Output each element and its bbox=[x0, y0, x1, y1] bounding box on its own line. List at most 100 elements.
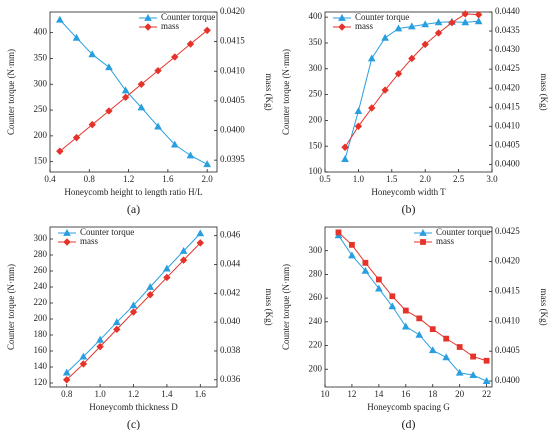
marker bbox=[448, 18, 456, 27]
y-tick-label: 150 bbox=[309, 140, 323, 150]
x-tick-label: 0.8 bbox=[61, 389, 73, 399]
panel-label: (c) bbox=[127, 417, 140, 430]
marker bbox=[429, 326, 436, 332]
y-axis-label: Counter torque (N·mm) bbox=[281, 264, 291, 350]
y2-tick-label: 0.0420 bbox=[495, 256, 520, 266]
x-tick-label: 1.4 bbox=[161, 389, 173, 399]
marker bbox=[362, 259, 369, 266]
marker bbox=[461, 10, 469, 18]
x-tick-label: 0.5 bbox=[319, 174, 331, 184]
x-tick-label: 3.0 bbox=[486, 174, 498, 184]
marker bbox=[163, 264, 171, 272]
x-tick-label: 0.4 bbox=[44, 174, 56, 184]
y2-tick-label: 0.0435 bbox=[495, 25, 520, 35]
marker bbox=[389, 293, 396, 300]
x-tick-label: 14 bbox=[374, 389, 384, 399]
y2-tick-label: 0.0405 bbox=[220, 95, 245, 105]
y-tick-label: 250 bbox=[309, 89, 323, 99]
x-axis-label: Honeycomb thickness D bbox=[89, 402, 178, 412]
marker bbox=[341, 143, 349, 151]
marker bbox=[402, 307, 409, 314]
x-tick-label: 0.8 bbox=[84, 174, 96, 184]
marker bbox=[474, 10, 483, 19]
legend-label: Counter torque bbox=[80, 227, 134, 237]
y-tick-label: 300 bbox=[309, 245, 323, 255]
marker bbox=[63, 238, 71, 246]
y2-axis-label: mass (Kg) bbox=[539, 288, 549, 325]
marker bbox=[361, 266, 370, 274]
y2-axis-label: mass (Kg) bbox=[264, 288, 274, 325]
marker bbox=[375, 276, 382, 283]
x-tick-label: 10 bbox=[321, 389, 331, 399]
y2-tick-label: 0.0425 bbox=[495, 63, 520, 73]
legend-label: mass bbox=[161, 21, 179, 31]
y2-tick-label: 0.0410 bbox=[220, 65, 245, 75]
legend-label: Counter torque bbox=[436, 227, 490, 237]
y-tick-label: 260 bbox=[34, 265, 48, 275]
y-tick-label: 140 bbox=[34, 361, 48, 371]
marker bbox=[474, 17, 483, 25]
marker bbox=[203, 160, 212, 168]
x-tick-label: 2.0 bbox=[202, 174, 214, 184]
marker bbox=[79, 352, 88, 360]
marker bbox=[63, 228, 71, 236]
y2-tick-label: 0.0415 bbox=[495, 286, 520, 296]
panel-label: (b) bbox=[402, 202, 416, 216]
marker bbox=[349, 242, 355, 248]
x-tick-label: 18 bbox=[428, 389, 438, 399]
marker bbox=[144, 23, 152, 31]
marker bbox=[388, 302, 397, 310]
y2-tick-label: 0.0410 bbox=[495, 120, 520, 130]
y2-tick-label: 0.0400 bbox=[220, 125, 245, 135]
y2-tick-label: 0.0430 bbox=[495, 44, 520, 54]
marker bbox=[354, 122, 363, 130]
x-axis-label: Honeycomb height to length ratio H/L bbox=[64, 187, 202, 197]
y-tick-label: 240 bbox=[309, 316, 323, 326]
marker bbox=[196, 229, 205, 237]
marker bbox=[203, 26, 211, 35]
x-tick-label: 1.5 bbox=[386, 174, 398, 184]
marker bbox=[72, 33, 81, 41]
legend-label: mass bbox=[436, 236, 454, 246]
marker bbox=[179, 256, 188, 264]
plot-frame bbox=[324, 226, 493, 388]
y2-tick-label: 0.0415 bbox=[495, 101, 520, 111]
x-tick-label: 2.0 bbox=[420, 174, 432, 184]
y-tick-label: 200 bbox=[34, 313, 48, 323]
x-tick-label: 1.0 bbox=[94, 389, 106, 399]
y2-tick-label: 0.040 bbox=[220, 316, 241, 326]
y-tick-label: 250 bbox=[34, 104, 48, 114]
y2-tick-label: 0.0395 bbox=[220, 154, 245, 164]
marker bbox=[470, 353, 477, 360]
marker bbox=[88, 50, 97, 58]
marker bbox=[154, 122, 162, 130]
marker bbox=[482, 377, 491, 384]
marker bbox=[186, 151, 195, 159]
y-tick-label: 400 bbox=[309, 11, 323, 21]
marker bbox=[348, 251, 356, 259]
marker bbox=[483, 357, 490, 364]
y2-tick-label: 0.0425 bbox=[495, 226, 520, 236]
y2-tick-label: 0.044 bbox=[220, 259, 241, 269]
panel: 0.5 1.0 1.5 2.0 2.5 3.0 100 150 200 250 300 350 400 0… bbox=[281, 6, 549, 216]
marker bbox=[105, 63, 113, 71]
legend-label: mass bbox=[80, 236, 98, 246]
series-line bbox=[344, 20, 479, 160]
x-tick-label: 1.2 bbox=[128, 389, 139, 399]
y-tick-label: 150 bbox=[34, 156, 48, 166]
marker bbox=[196, 239, 205, 247]
marker bbox=[129, 308, 138, 316]
marker bbox=[144, 13, 152, 21]
marker bbox=[341, 155, 349, 162]
x-tick-label: 12 bbox=[347, 389, 356, 399]
marker bbox=[105, 107, 113, 115]
y2-tick-label: 0.0415 bbox=[220, 36, 245, 46]
x-tick-label: 22 bbox=[482, 389, 491, 399]
marker bbox=[381, 33, 389, 41]
series-line bbox=[338, 232, 487, 362]
series-line bbox=[59, 19, 208, 165]
y-tick-label: 300 bbox=[309, 63, 323, 73]
marker bbox=[381, 86, 389, 94]
x-tick-label: 1.0 bbox=[353, 174, 365, 184]
y-tick-label: 200 bbox=[309, 114, 323, 124]
